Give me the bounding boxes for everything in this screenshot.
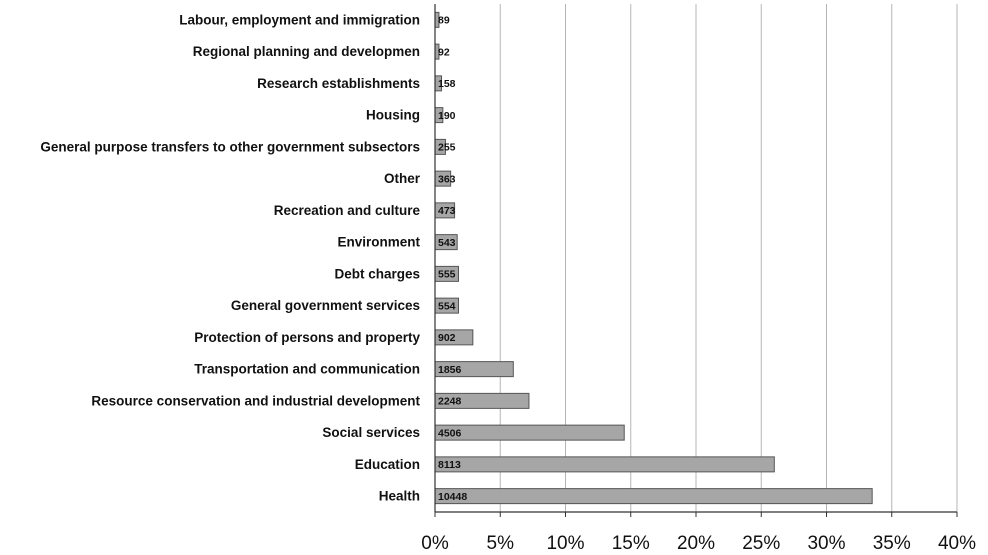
category-labels: Labour, employment and immigration Region…	[40, 12, 420, 503]
data-label: 902	[438, 332, 456, 344]
category-label: General purpose transfers to other gover…	[40, 139, 420, 154]
category-label: General government services	[231, 298, 420, 313]
x-tick-label: 25%	[742, 533, 780, 554]
data-label: 543	[438, 237, 456, 249]
category-label: Environment	[337, 235, 420, 250]
data-label: 1856	[438, 364, 462, 376]
x-tick-label: 0%	[421, 533, 449, 554]
bar	[434, 424, 625, 441]
bar	[434, 456, 775, 473]
data-label: 10448	[438, 491, 467, 503]
category-label: Resource conservation and industrial dev…	[91, 393, 420, 408]
x-tick-label: 15%	[612, 533, 650, 554]
x-tick-label: 30%	[807, 533, 845, 554]
category-label: Housing	[366, 108, 420, 123]
category-label: Protection of persons and property	[194, 330, 420, 345]
bars	[434, 11, 873, 505]
data-label: 92	[438, 46, 450, 58]
data-label: 554	[438, 300, 456, 312]
data-labels: 89 92 158 190 255 363 473 543 555 554 902 1856 2248 4…	[438, 15, 467, 503]
x-tick-label: 40%	[938, 533, 976, 554]
category-label: Debt charges	[334, 266, 420, 281]
gridlines	[499, 4, 958, 512]
category-label: Education	[355, 457, 420, 472]
x-tick-label: 35%	[873, 533, 911, 554]
data-label: 2248	[438, 396, 462, 408]
data-label: 4506	[438, 427, 462, 439]
data-label: 363	[438, 173, 456, 185]
data-label: 255	[438, 142, 456, 154]
category-label: Other	[384, 171, 421, 186]
x-tick-label: 20%	[677, 533, 715, 554]
data-label: 473	[438, 205, 456, 217]
category-label: Research establishments	[257, 76, 420, 91]
data-label: 89	[438, 15, 450, 27]
category-label: Labour, employment and immigration	[179, 12, 420, 27]
category-label: Regional planning and developmen	[193, 44, 420, 59]
data-label: 555	[438, 269, 456, 281]
x-tick-label: 10%	[546, 533, 584, 554]
category-label: Transportation and communication	[194, 362, 420, 377]
category-label: Health	[379, 489, 420, 504]
x-tick-label: 5%	[487, 533, 515, 554]
data-label: 158	[438, 78, 456, 90]
category-label: Recreation and culture	[274, 203, 421, 218]
data-label: 190	[438, 110, 456, 122]
data-label: 8113	[438, 459, 461, 471]
bar	[434, 488, 873, 505]
axes	[434, 4, 958, 517]
x-tick-labels: 0% 5% 10% 15% 20% 25% 30% 35% 40%	[421, 533, 976, 554]
category-label: Social services	[322, 425, 420, 440]
